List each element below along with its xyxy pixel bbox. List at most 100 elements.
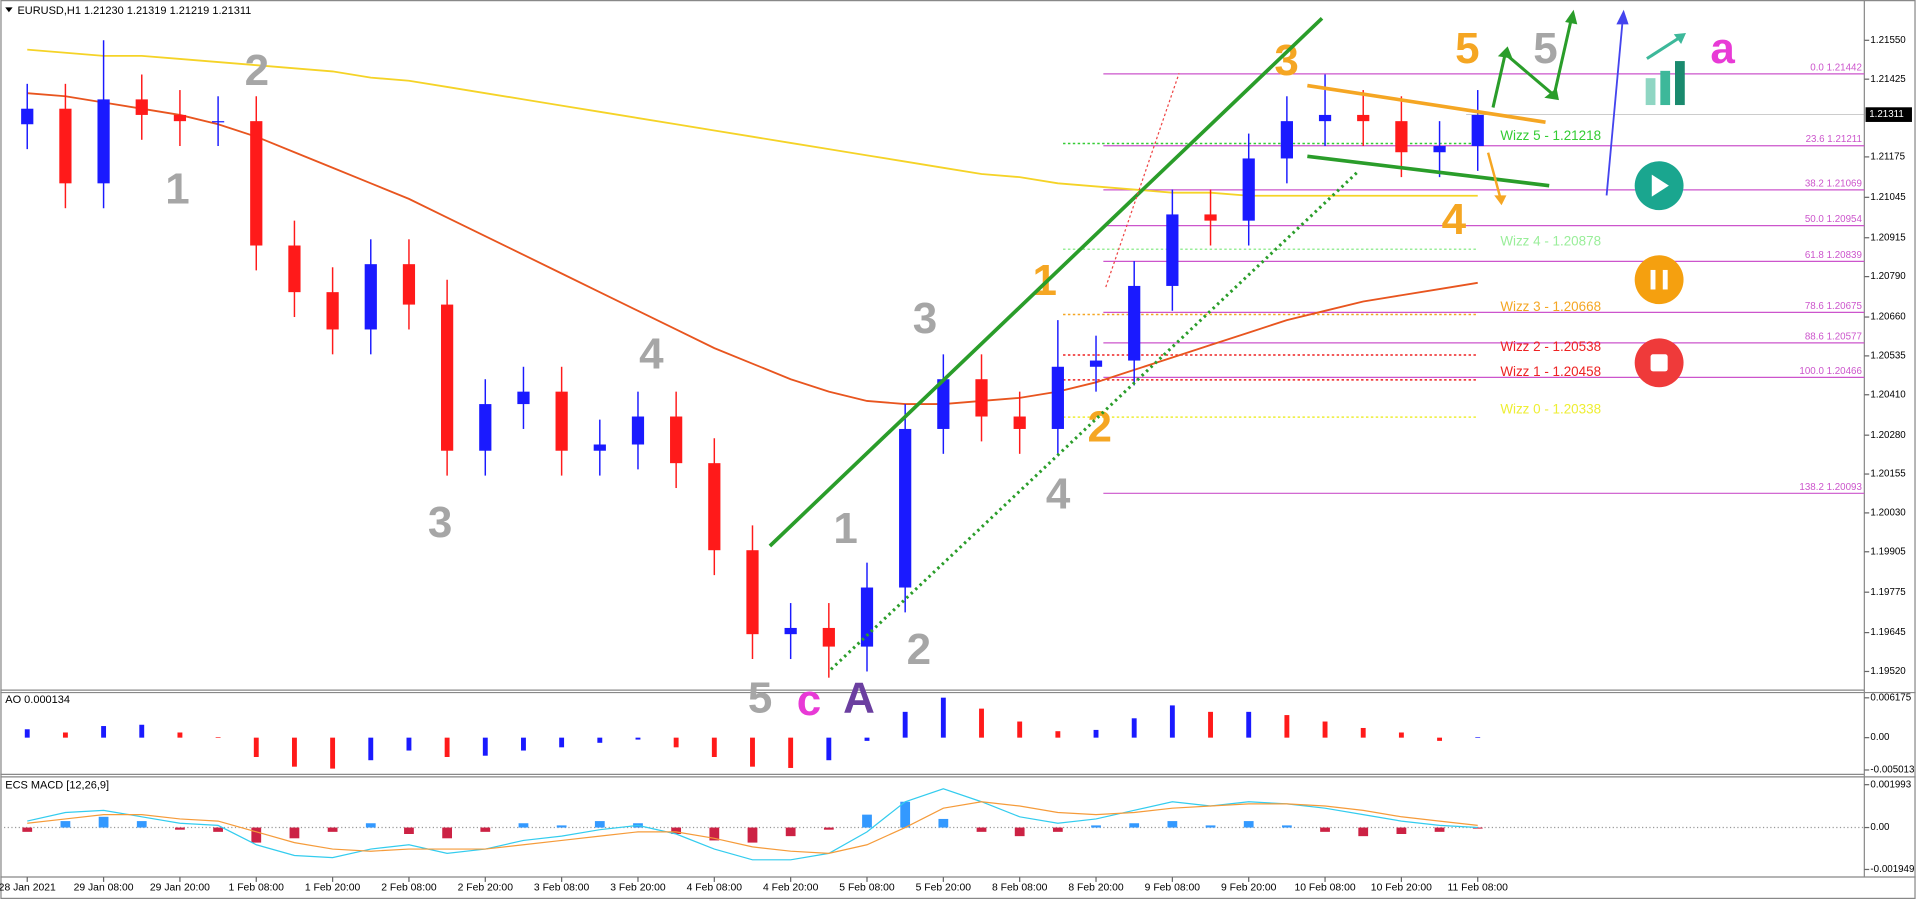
- arrow: [1605, 21, 1624, 196]
- ao-bar: [1398, 732, 1404, 738]
- candle-body: [1128, 285, 1141, 361]
- candle-body: [479, 404, 492, 451]
- x-tick-label: 3 Feb 08:00: [534, 883, 590, 894]
- x-tick-label: 11 Feb 08:00: [1448, 883, 1509, 894]
- candle-body: [1280, 121, 1293, 159]
- fib-label: 61.8 1.20839: [1805, 250, 1862, 261]
- ao-bar: [1017, 721, 1023, 738]
- ao-bar: [559, 737, 565, 748]
- ao-bar: [673, 737, 679, 748]
- symbol: EURUSD,H1: [17, 5, 80, 17]
- macd-bar: [862, 814, 872, 828]
- channel-line: [1307, 83, 1546, 124]
- ao-bar: [1284, 715, 1290, 738]
- candle-body: [1204, 214, 1217, 221]
- candle-body: [59, 108, 72, 184]
- macd-bar: [594, 821, 605, 828]
- ohlc-value: 1.21311: [212, 5, 251, 17]
- arrow-head: [1494, 195, 1507, 206]
- candle-body: [1471, 114, 1484, 147]
- macd-bar: [1167, 821, 1178, 828]
- candle-body: [937, 379, 950, 429]
- chart-header: EURUSD,H1 1.21230 1.21319 1.21219 1.2131…: [17, 5, 251, 17]
- macd-bar: [480, 827, 491, 832]
- ao-bar: [1055, 731, 1061, 738]
- ao-bar: [291, 737, 297, 767]
- macd-bar: [556, 825, 567, 828]
- fib-label: 0.0 1.21442: [1810, 62, 1862, 73]
- moving-average: [27, 92, 1478, 405]
- candle-body: [288, 245, 301, 293]
- y-tick-label: 1.20155: [1870, 469, 1906, 480]
- macd-bar: [976, 827, 987, 832]
- y-tick-label: 1.20660: [1870, 312, 1906, 323]
- macd-bar: [213, 827, 223, 832]
- x-tick-label: 3 Feb 20:00: [610, 883, 666, 894]
- y-tick-label: 1.19645: [1870, 627, 1906, 638]
- candle-body: [441, 304, 454, 451]
- trend-line: [829, 169, 1360, 671]
- wizz-label: Wizz 0 - 1.20338: [1500, 401, 1601, 416]
- ao-bar: [788, 737, 794, 768]
- macd-bar: [289, 827, 300, 839]
- arrow-head: [1616, 9, 1629, 25]
- wave-label: 2: [907, 625, 931, 674]
- x-tick-label: 10 Feb 20:00: [1371, 883, 1432, 894]
- macd-line: [27, 801, 1478, 854]
- macd-bar: [1320, 827, 1330, 832]
- wave-label: 4: [1442, 195, 1467, 244]
- candle-body: [1395, 121, 1408, 153]
- candle-body: [1242, 158, 1255, 221]
- arrow: [1486, 152, 1502, 199]
- drawings: [5, 7, 1686, 671]
- wizz-label: Wizz 3 - 1.20668: [1500, 299, 1601, 314]
- icon-bar: [1675, 61, 1685, 106]
- candle-body: [21, 108, 34, 125]
- y-tick-label: 1.20030: [1870, 507, 1906, 518]
- y-tick-label: 1.20535: [1870, 350, 1906, 361]
- macd-bar: [365, 823, 376, 828]
- candle-body: [135, 99, 148, 115]
- x-tick-label: 4 Feb 08:00: [687, 883, 743, 894]
- candle-body: [211, 121, 225, 123]
- candle-body: [593, 444, 606, 451]
- y-tick-label: 1.19775: [1870, 587, 1906, 598]
- play-icon: [1651, 174, 1669, 197]
- ao-bar: [406, 737, 412, 751]
- candle-body: [746, 550, 759, 635]
- wave-label: 4: [639, 329, 664, 378]
- macd-bar: [747, 827, 758, 843]
- fib-label: 38.2 1.21069: [1805, 178, 1862, 189]
- ao-bar: [368, 737, 374, 761]
- macd-bar: [1434, 827, 1445, 832]
- pause-button[interactable]: [1634, 255, 1684, 305]
- fib-line: [1105, 73, 1180, 288]
- macd-bar: [1129, 823, 1140, 828]
- fib-label: 100.0 1.20466: [1799, 366, 1861, 377]
- wave-label: A: [843, 674, 875, 723]
- y-tick-label: 0.001993: [1870, 779, 1911, 790]
- candle-body: [250, 121, 263, 246]
- ao-bar: [1246, 711, 1252, 738]
- macd-bar: [442, 827, 453, 839]
- arrow-head: [1565, 9, 1578, 25]
- macd-bar: [900, 801, 911, 828]
- arrow: [1491, 19, 1573, 108]
- x-tick-label: 29 Jan 08:00: [74, 883, 134, 894]
- ao-bar: [62, 732, 68, 738]
- ao-bar: [826, 737, 832, 761]
- wave-label: 2: [1087, 403, 1111, 452]
- ao-bar: [1437, 737, 1443, 741]
- wizz-label: Wizz 2 - 1.20538: [1500, 339, 1601, 354]
- icon-arrow: [1646, 35, 1682, 60]
- macd-bar: [1014, 827, 1025, 837]
- macd-bar: [1396, 827, 1407, 834]
- macd-bar: [785, 827, 796, 837]
- pause-icon: [1662, 269, 1668, 290]
- y-tick-label: 1.20790: [1870, 271, 1906, 282]
- ao-bar: [711, 737, 717, 757]
- macd-bar: [60, 821, 71, 828]
- fib-label: 88.6 1.20577: [1805, 331, 1862, 342]
